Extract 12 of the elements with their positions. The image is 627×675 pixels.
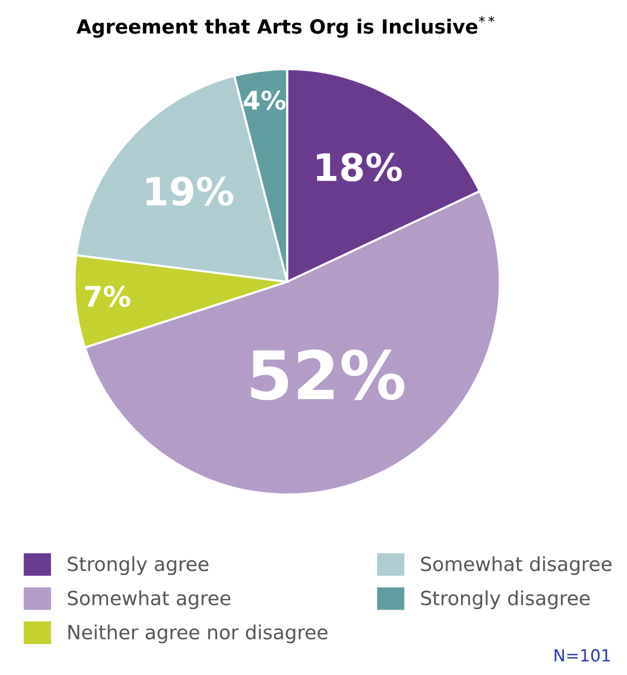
text: N=101 bbox=[554, 649, 610, 662]
data-label: 4% bbox=[244, 90, 286, 110]
data-label: 7% bbox=[85, 286, 130, 308]
data-label: 19% bbox=[146, 176, 234, 206]
legend-label: Strongly disagree bbox=[421, 590, 590, 610]
legend-label: Somewhat agree bbox=[68, 590, 230, 610]
data-label: 52% bbox=[251, 349, 404, 400]
legend-label: Neither agree nor disagree bbox=[68, 624, 328, 644]
chart-title: Agreement that Arts Org is Inclusive$^{**}$ bbox=[76, 16, 494, 38]
data-label: 18% bbox=[316, 152, 402, 182]
legend-label: Somewhat disagree bbox=[421, 556, 612, 576]
legend-label: Strongly agree bbox=[68, 556, 208, 576]
